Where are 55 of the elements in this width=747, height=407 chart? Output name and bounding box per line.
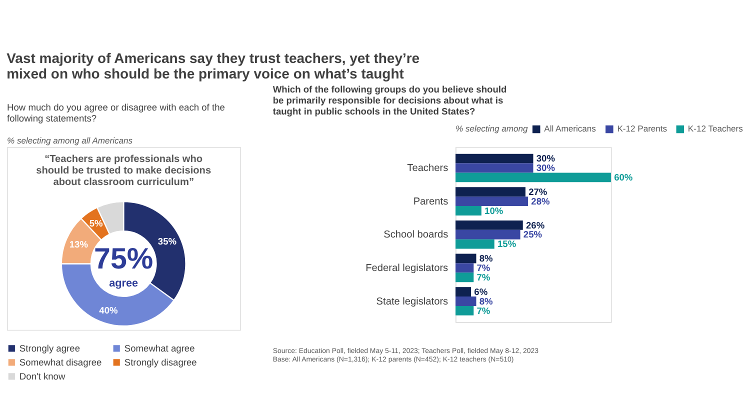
data-label: 30% bbox=[536, 163, 556, 174]
text: agree bbox=[109, 277, 138, 290]
data-label: 7% bbox=[476, 306, 491, 316]
data-label: 13% bbox=[69, 239, 89, 250]
bar bbox=[456, 187, 526, 197]
y-tick-label: State legislators bbox=[376, 296, 448, 308]
y-tick-label: Teachers bbox=[407, 163, 448, 174]
data-label: 26% bbox=[526, 220, 546, 230]
data-label: 7% bbox=[476, 263, 491, 274]
bar bbox=[456, 306, 474, 316]
chart-title: Vast majority of Americans say they trust teachers, yet they’re mixed on who should be the primary voice on what’s taught bbox=[6, 50, 420, 82]
legend-label: Somewhat disagree bbox=[19, 358, 102, 368]
data-label: 6% bbox=[474, 286, 488, 297]
legend-label: Don't know bbox=[19, 372, 66, 382]
data-label: 15% bbox=[497, 239, 517, 250]
bar bbox=[456, 272, 474, 282]
chart-subtitle: How much do you agree or disagree with each of the following statements? bbox=[6, 102, 225, 124]
legend-label: All Americans bbox=[544, 124, 596, 134]
legend-label: K-12 Teachers bbox=[688, 124, 743, 134]
bar bbox=[456, 287, 472, 297]
bar bbox=[456, 220, 523, 230]
legend-label: K-12 Parents bbox=[617, 124, 668, 134]
legend-label: Strongly agree bbox=[19, 344, 80, 354]
data-label: 7% bbox=[476, 272, 491, 282]
bar bbox=[456, 254, 476, 264]
bar bbox=[456, 230, 520, 240]
data-label: 8% bbox=[479, 254, 494, 264]
text: % selecting among all Americans bbox=[6, 135, 134, 146]
legend-title: % selecting among bbox=[456, 124, 528, 134]
y-tick-label: Parents bbox=[413, 196, 448, 208]
data-label: 25% bbox=[523, 230, 543, 240]
bar bbox=[456, 296, 476, 306]
legend-label: Strongly disagree bbox=[124, 358, 197, 368]
y-tick-label: School boards bbox=[384, 230, 448, 241]
chart-title: Which of the following groups do you believe should be primarily responsible for decisions about what is taught in public schools in the United States? bbox=[272, 84, 507, 117]
bar bbox=[456, 196, 528, 206]
data-label: 27% bbox=[528, 186, 548, 197]
data-label: 8% bbox=[479, 296, 494, 306]
data-label: 10% bbox=[484, 206, 504, 216]
data-label: 30% bbox=[536, 154, 556, 164]
data-label: 28% bbox=[531, 196, 551, 206]
legend-label: Somewhat agree bbox=[124, 344, 195, 354]
bar bbox=[456, 172, 611, 182]
bar bbox=[456, 263, 474, 273]
text: 75% bbox=[94, 242, 154, 276]
data-label: 60% bbox=[614, 172, 634, 183]
bar bbox=[456, 154, 534, 164]
bar bbox=[456, 206, 482, 216]
data-label: 40% bbox=[99, 305, 118, 316]
data-label: 35% bbox=[158, 236, 178, 247]
bar bbox=[456, 239, 494, 249]
data-label: 5% bbox=[89, 218, 104, 228]
bar bbox=[456, 163, 534, 173]
text: “Teachers are professionals who should be trusted to make decisions about classroom curriculum” bbox=[36, 154, 212, 188]
y-tick-label: Federal legislators bbox=[366, 263, 448, 274]
